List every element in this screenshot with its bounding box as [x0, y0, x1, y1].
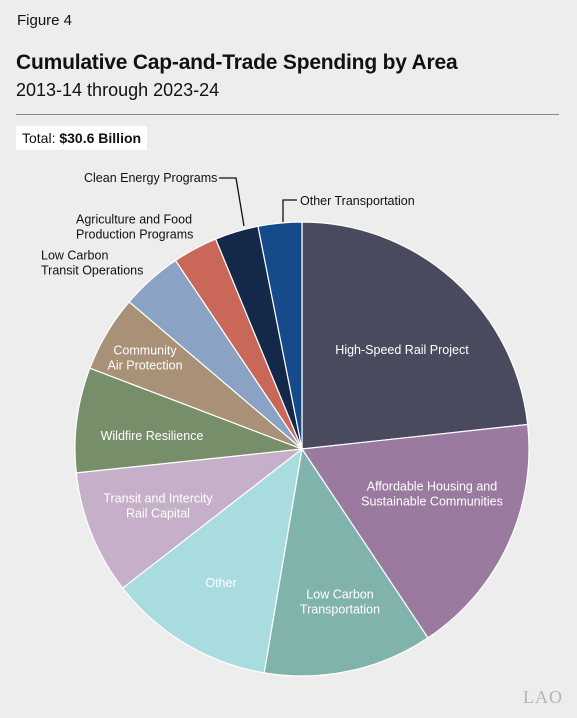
slice-label-4: Other	[205, 576, 236, 590]
slice-label-9: Agriculture and Food Production Programs	[76, 213, 193, 242]
pie-slice-1	[301, 221, 529, 450]
pie-slice-11	[257, 221, 303, 450]
slice-label-10: Clean Energy Programs	[84, 171, 217, 185]
slice-label-5: Transit and Intercity Rail Capital	[103, 492, 213, 521]
title-divider	[16, 114, 559, 115]
pie-slice-4	[121, 447, 303, 674]
total-box: Total: $30.6 Billion	[16, 126, 148, 150]
leader-line-11	[282, 199, 297, 222]
slice-label-8: Low Carbon Transit Operations	[41, 249, 143, 278]
slice-label-1: High-Speed Rail Project	[335, 343, 469, 357]
chart-subtitle: 2013-14 through 2023-24	[16, 80, 220, 100]
slice-label-7: Community Air Protection	[107, 344, 182, 373]
slice-label-3: Low Carbon Transportation	[300, 588, 380, 617]
slice-label-2: Affordable Housing and Sustainable Commun…	[361, 480, 503, 509]
pie-slice-2	[300, 423, 530, 639]
chart-title: Cumulative Cap-and-Trade Spending by Are…	[16, 51, 458, 74]
total-label: Total:	[22, 130, 60, 146]
slice-label-11: Other Transportation	[300, 194, 415, 208]
total-value: $30.6 Billion	[59, 130, 142, 146]
slice-labels: High-Speed Rail Project Affordable Housin…	[41, 171, 503, 617]
lao-logo: LAO	[523, 687, 563, 707]
slice-label-6: Wildfire Resilience	[101, 429, 204, 443]
leader-line-10	[219, 177, 245, 227]
pie-slice-5	[75, 448, 305, 589]
pie-slice-6	[74, 367, 303, 474]
pie-slices	[74, 221, 530, 677]
pie-slice-3	[263, 447, 429, 677]
figure-label: Figure 4	[17, 12, 73, 29]
